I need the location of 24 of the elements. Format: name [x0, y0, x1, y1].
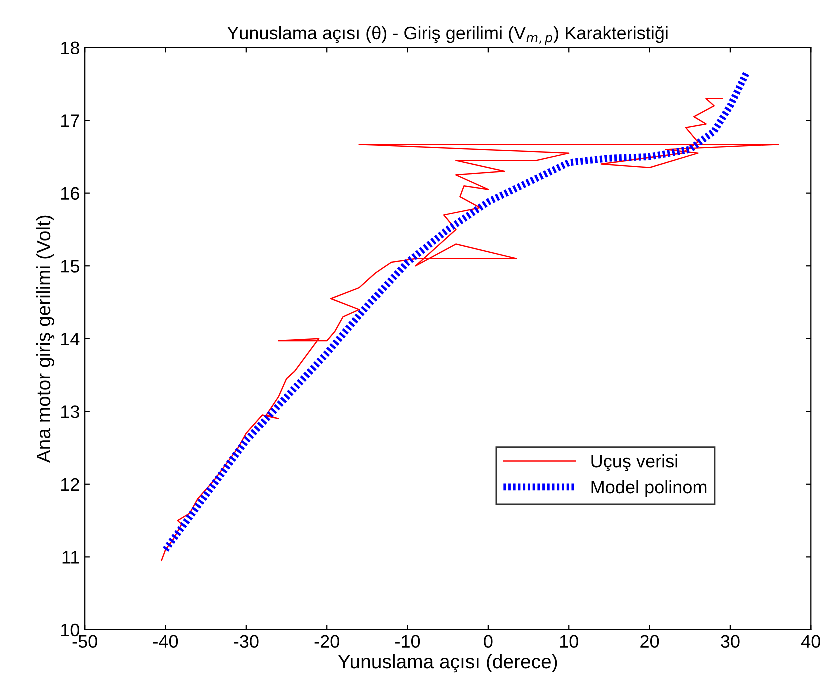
legend-label: Model polinom — [592, 480, 707, 498]
y-tick-label: 13 — [62, 406, 80, 418]
y-tick-label: 17 — [62, 114, 80, 128]
x-tick-label: 20 — [640, 635, 660, 648]
y-tick-label: 15 — [62, 260, 80, 273]
y-tick-label: 10 — [62, 624, 80, 637]
x-tick-label: 10 — [560, 635, 578, 648]
x-tick-label: -10 — [396, 635, 420, 648]
x-axis-title: Yunuslama açısı (derece) — [338, 654, 558, 673]
y-tick-label: 18 — [62, 42, 80, 55]
legend-label: Uçuş verisi — [592, 454, 678, 472]
x-tick-label: 0 — [484, 635, 493, 648]
x-tick-label: -50 — [72, 635, 98, 648]
x-tick-label: 40 — [802, 635, 820, 648]
x-tick-label: -30 — [234, 635, 259, 648]
chart-title: Yunuslama açısı (θ) - Giriş gerilimi (V$_{m,p}$) Karakteristiği — [228, 26, 668, 46]
x-tick-label: -20 — [314, 635, 340, 648]
y-tick-label: 16 — [62, 187, 80, 200]
y-tick-label: 12 — [62, 478, 80, 491]
y-tick-label: 11 — [62, 551, 80, 564]
y-tick-label: 14 — [62, 333, 80, 346]
x-tick-label: 30 — [721, 635, 740, 648]
y-axis-title: Ana motor giriş gerilimi (Volt) — [36, 216, 55, 464]
x-tick-label: -40 — [154, 635, 178, 648]
